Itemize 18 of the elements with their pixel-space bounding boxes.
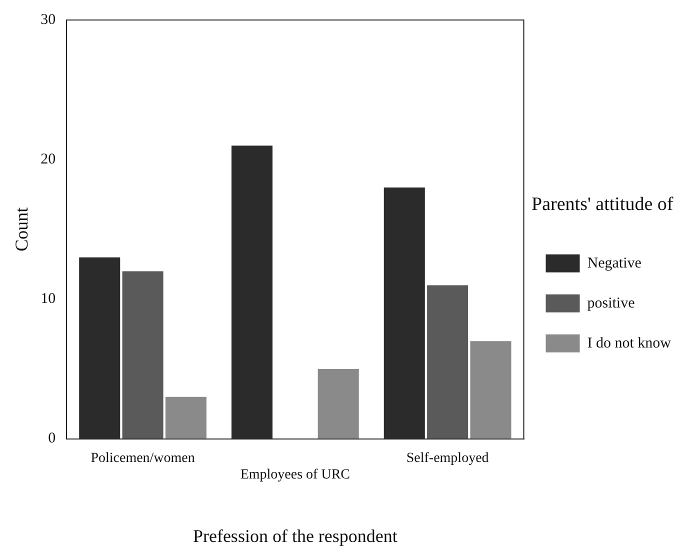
y-axis-title: Count xyxy=(12,207,32,252)
bar xyxy=(427,285,468,439)
y-tick-label: 10 xyxy=(40,291,56,308)
x-axis-title: Prefession of the respondent xyxy=(192,526,398,546)
bar xyxy=(470,341,512,439)
legend-label: positive xyxy=(587,295,636,312)
x-tick-label: Policemen/women xyxy=(90,450,195,466)
legend-label: Negative xyxy=(587,255,642,272)
x-tick-label: Self-employed xyxy=(406,450,489,466)
legend-title: Parents' attitude of xyxy=(532,194,674,216)
legend-label: I do not know xyxy=(587,335,672,352)
y-tick-label: 30 xyxy=(40,12,56,28)
y-tick-label: 20 xyxy=(40,152,56,168)
bar xyxy=(165,396,206,439)
bar xyxy=(122,271,164,439)
bar xyxy=(318,369,359,439)
y-tick-label: 0 xyxy=(48,430,56,447)
x-tick-label: Employees of URC xyxy=(240,468,350,483)
